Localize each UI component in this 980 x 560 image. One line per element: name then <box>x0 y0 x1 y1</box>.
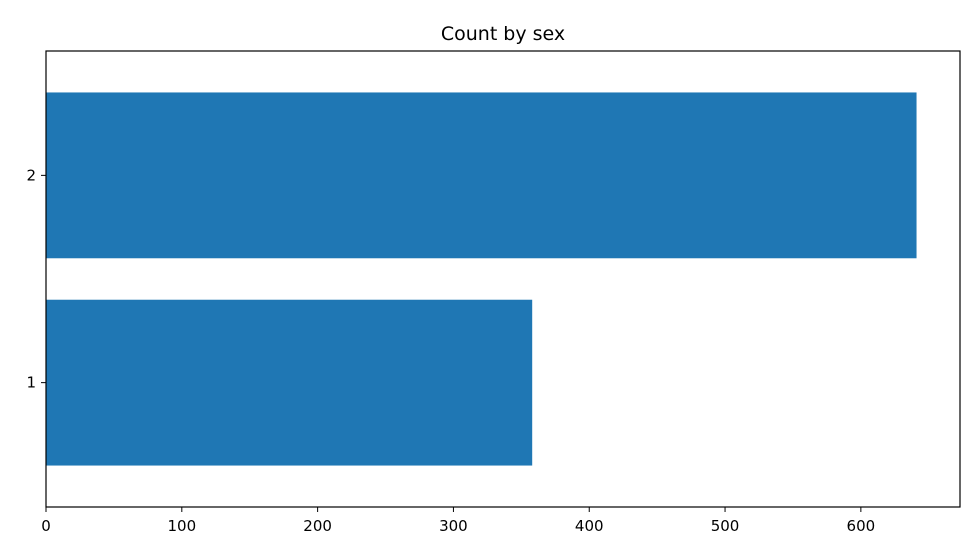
bar-2 <box>46 92 917 259</box>
x-tick-label-100: 100 <box>167 517 196 535</box>
bars-layer <box>46 92 917 466</box>
y-tick-label-2: 2 <box>26 166 36 184</box>
plot-frame <box>45 50 961 508</box>
x-tick-label-500: 500 <box>711 517 740 535</box>
x-tick-label-400: 400 <box>575 517 604 535</box>
x-tick-label-300: 300 <box>439 517 468 535</box>
axes-layer: 0 100 200 300 400 500 600 1 2 <box>26 166 875 535</box>
x-tick-label-600: 600 <box>847 517 876 535</box>
x-tick-label-200: 200 <box>303 517 332 535</box>
x-tick-label-0: 0 <box>41 517 51 535</box>
y-tick-label-1: 1 <box>26 374 36 392</box>
chart-title: Count by sex <box>441 23 565 45</box>
bar-1 <box>46 299 533 466</box>
